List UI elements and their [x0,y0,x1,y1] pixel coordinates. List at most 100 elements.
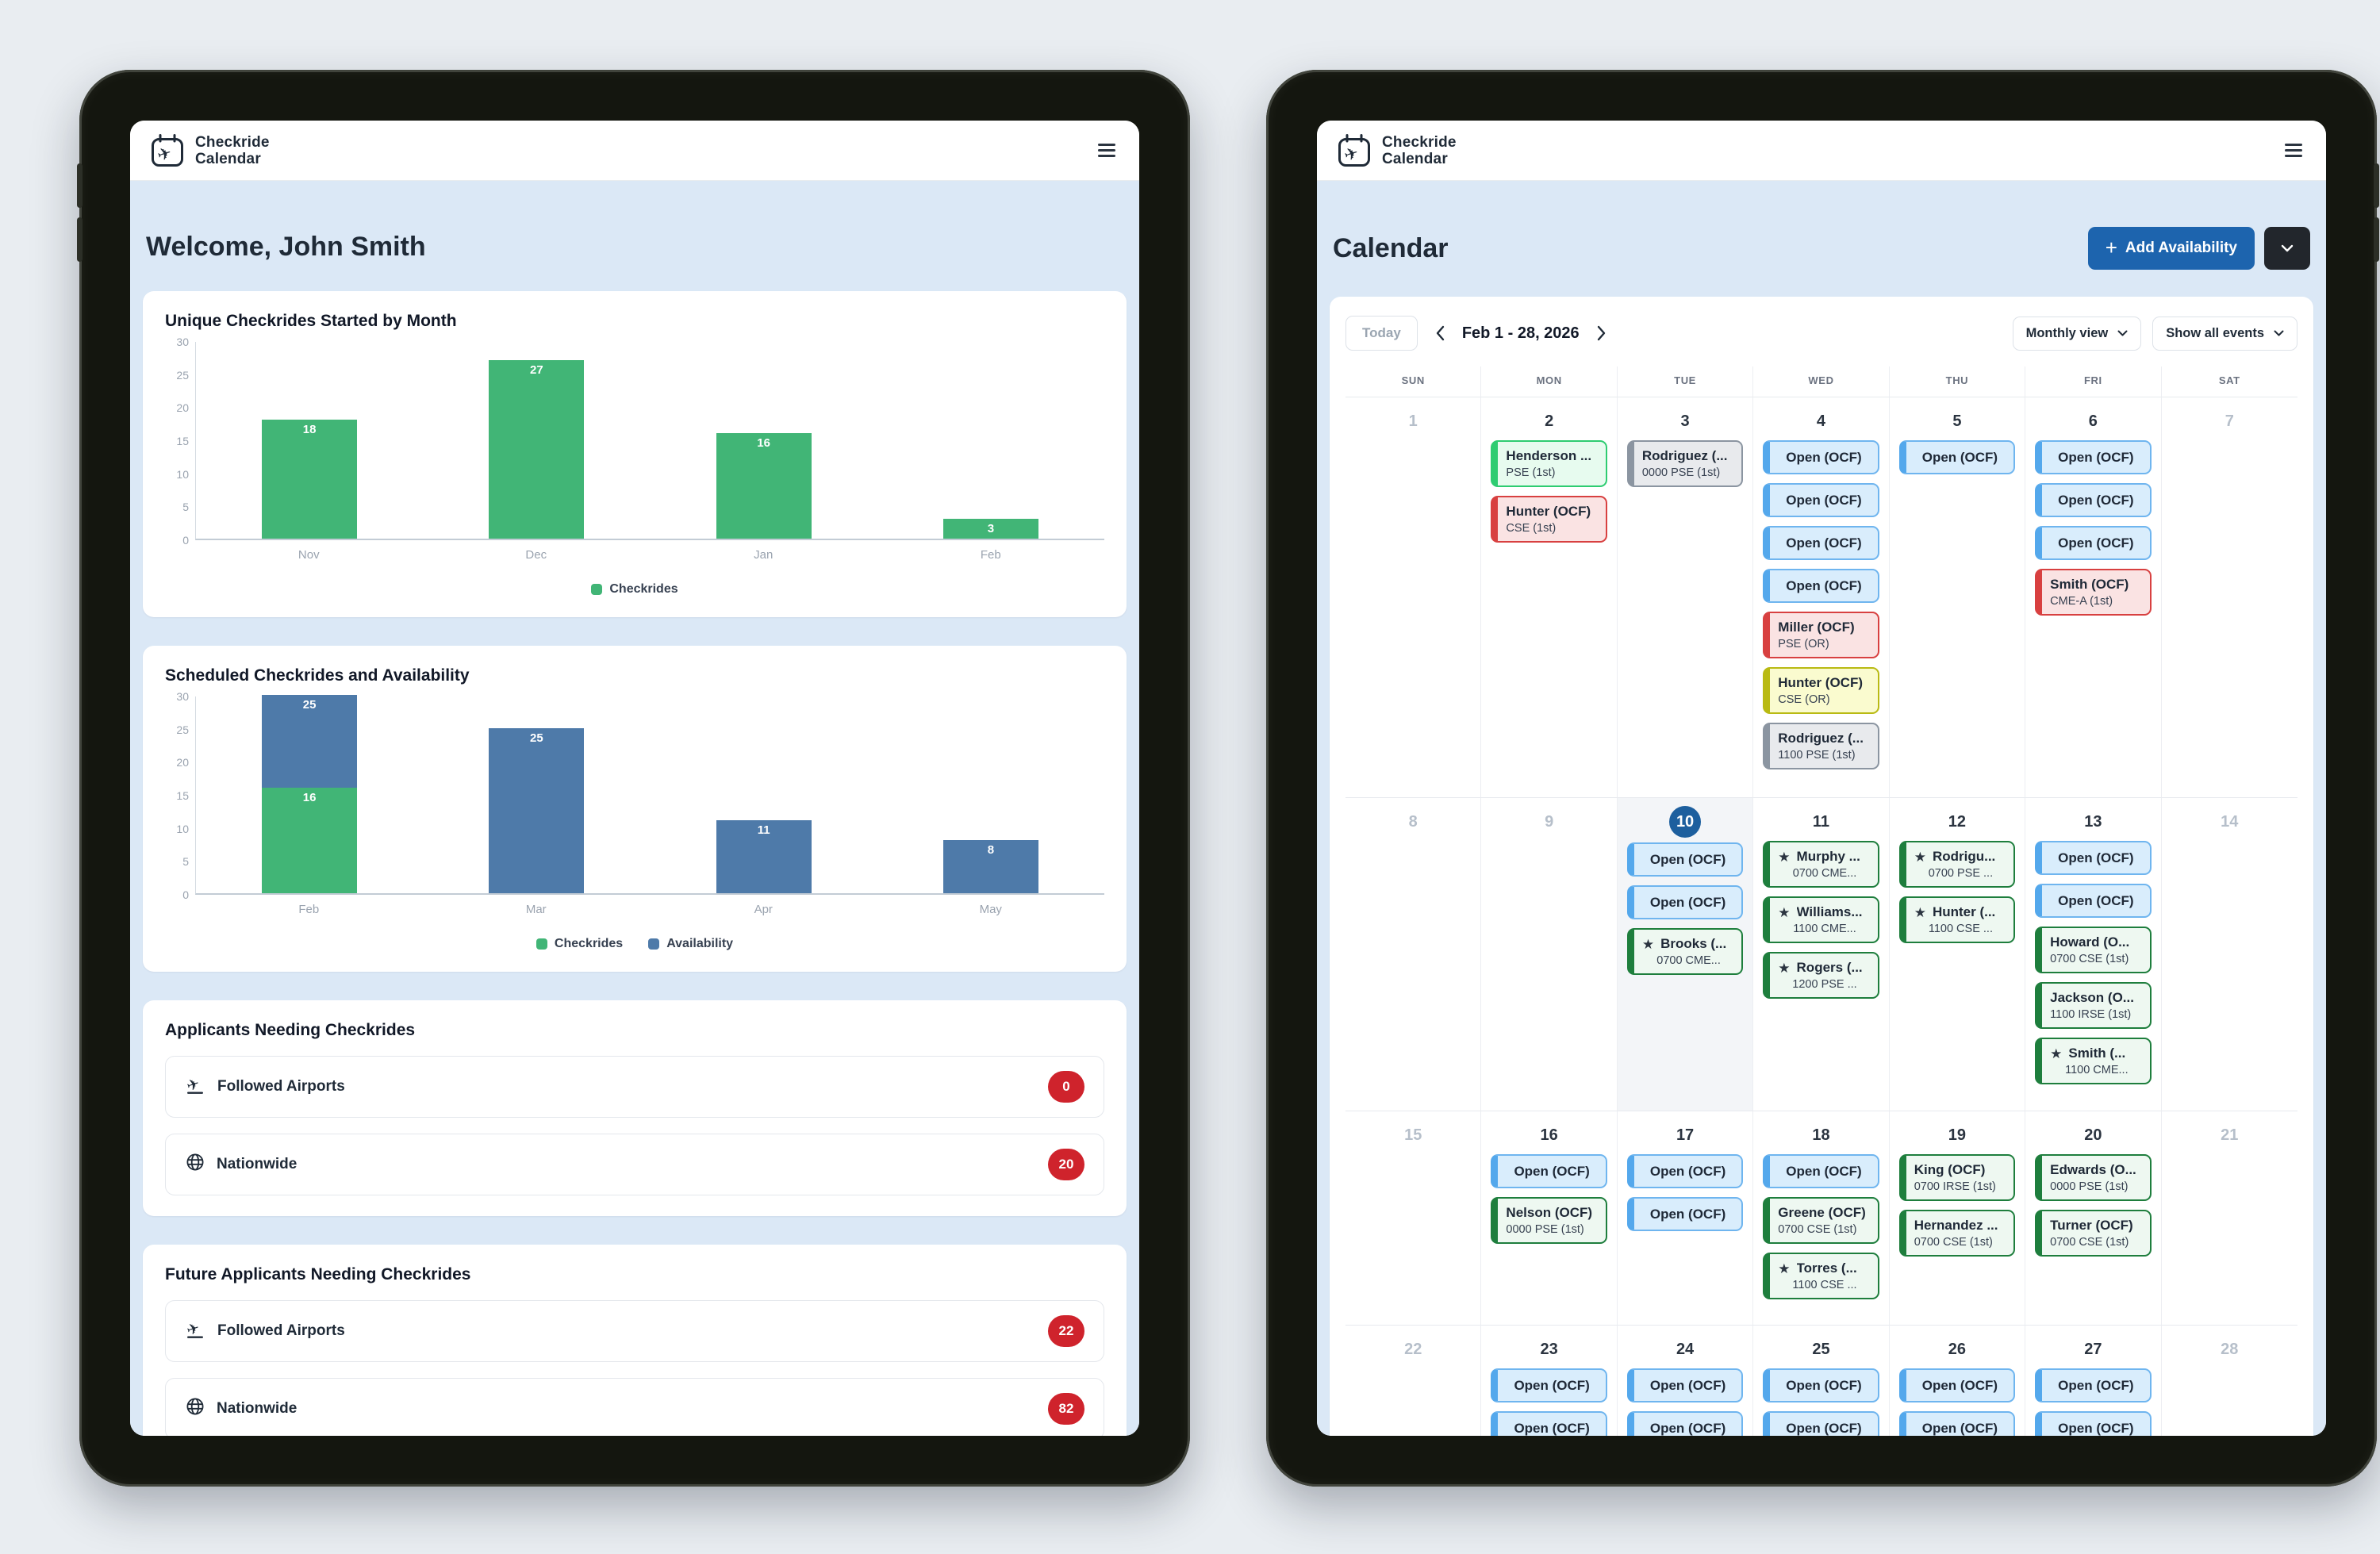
event-chip[interactable]: Open (OCF) [2035,526,2152,560]
event-chip[interactable]: Nelson (OCF) 0000 PSE (1st) [1491,1197,1607,1244]
event-chip[interactable]: ★ Torres (... 1100 CSE ... [1763,1253,1879,1299]
event-chip[interactable]: Hunter (OCF) CSE (OR) [1763,667,1879,714]
day-cell-13[interactable]: 13 Open (OCF) Open (OCF) Howard (O... 0700 C… [2025,798,2162,1111]
event-chip[interactable]: Jackson (O... 1100 IRSE (1st) [2035,982,2152,1029]
event-chip[interactable]: ★ Rogers (... 1200 PSE ... [1763,952,1879,999]
day-cell-14[interactable]: 14 [2161,798,2297,1111]
event-chip[interactable]: Rodriguez (... 1100 PSE (1st) [1763,723,1879,769]
day-cell-28[interactable]: 28 [2162,1326,2297,1436]
event-chip[interactable]: Open (OCF) [1898,1368,2016,1402]
app-name: Checkride Calendar [195,133,270,167]
event-chip[interactable]: ★ Murphy ... 0700 CME... [1763,841,1879,888]
day-cell-21[interactable]: 21 [2161,1111,2297,1326]
event-chip[interactable]: Hunter (OCF) CSE (1st) [1491,496,1607,543]
event-chip[interactable]: Open (OCF) [1626,842,1744,877]
more-actions-button[interactable] [2264,227,2310,270]
event-filter-select[interactable]: Show all events [2152,316,2297,351]
event-chip[interactable]: Open (OCF) [2035,1368,2152,1402]
day-cell-7[interactable]: 7 [2161,397,2297,798]
day-cell-16[interactable]: 16 Open (OCF) Nelson (OCF) 0000 PSE (1st) [1481,1111,1618,1326]
event-chip[interactable]: Open (OCF) [1763,569,1879,603]
event-chip[interactable]: Open (OCF) [1626,885,1744,919]
event-chip[interactable]: ★ Hunter (... 1100 CSE ... [1898,896,2016,943]
event-chip[interactable]: Greene (OCF) 0700 CSE (1st) [1763,1197,1879,1244]
chart-legend: Checkrides [165,582,1104,597]
previous-month-button[interactable] [1430,320,1449,346]
list-item-nationwide[interactable]: Nationwide 82 [165,1378,1104,1436]
day-cell-17[interactable]: 17 Open (OCF) Open (OCF) [1617,1111,1754,1326]
legend-item[interactable]: Checkrides [591,582,678,597]
day-cell-1[interactable]: 1 [1345,397,1482,798]
legend-item[interactable]: Checkrides [536,937,623,951]
event-chip[interactable]: Open (OCF) [1491,1154,1607,1188]
event-chip[interactable]: Open (OCF) [2035,884,2152,918]
day-cell-8[interactable]: 8 [1345,798,1482,1111]
event-title: Murphy ... [1796,849,1860,864]
list-item-followed-airports[interactable]: ✈ Followed Airports 0 [165,1056,1104,1118]
day-cell-3[interactable]: 3 Rodriguez (... 0000 PSE (1st) [1617,397,1754,798]
list-item-followed-airports[interactable]: ✈ Followed Airports 22 [165,1300,1104,1362]
day-cell-25[interactable]: 25 Open (OCF) Open (OCF) [1753,1326,1890,1436]
day-cell-11[interactable]: 11 ★ Murphy ... 0700 CME... ★ Williams... 1100… [1753,798,1890,1111]
event-chip[interactable]: Hernandez ... 0700 CSE (1st) [1898,1210,2016,1257]
event-subtitle: 1100 CME... [1793,923,1856,935]
day-cell-6[interactable]: 6 Open (OCF) Open (OCF) Open (OCF) Smith (OC… [2025,397,2162,798]
event-chip[interactable]: Open (OCF) [1898,1411,2016,1436]
day-cell-19[interactable]: 19 King (OCF) 0700 IRSE (1st) Hernandez ...… [1889,1111,2026,1326]
day-cell-23[interactable]: 23 Open (OCF) Open (OCF) [1481,1326,1618,1436]
menu-button[interactable] [1093,139,1120,162]
list-item-nationwide[interactable]: Nationwide 20 [165,1134,1104,1195]
event-chip[interactable]: ★ Brooks (... 0700 CME... [1626,928,1744,975]
event-chip[interactable]: Open (OCF) [1898,440,2016,474]
add-availability-button[interactable]: + Add Availability [2087,227,2255,270]
day-cell-18[interactable]: 18 Open (OCF) Greene (OCF) 0700 CSE (1st) ★ T… [1753,1111,1890,1326]
event-chip[interactable]: Open (OCF) [2035,1411,2152,1436]
event-chip[interactable]: Open (OCF) [1763,1154,1879,1188]
event-chip[interactable]: Open (OCF) [1763,440,1879,474]
event-chip[interactable]: Howard (O... 0700 CSE (1st) [2035,927,2152,973]
legend-item[interactable]: Availability [648,937,733,951]
day-cell-15[interactable]: 15 [1345,1111,1482,1326]
event-chip[interactable]: Edwards (O... 0000 PSE (1st) [2035,1154,2152,1201]
event-chip[interactable]: ★ Smith (... 1100 CME... [2035,1038,2152,1084]
event-chip[interactable]: Open (OCF) [1491,1368,1607,1402]
day-cell-2[interactable]: 2 Henderson ... PSE (1st) Hunter (OCF) CSE (… [1481,397,1618,798]
event-chip[interactable]: ★ Williams... 1100 CME... [1763,896,1879,943]
event-chip[interactable]: Open (OCF) [1491,1411,1607,1436]
menu-button[interactable] [2280,139,2307,162]
section-title: Applicants Needing Checkrides [165,1021,416,1039]
day-cell-5[interactable]: 5 Open (OCF) [1889,397,2026,798]
event-chip[interactable]: Open (OCF) [1626,1154,1744,1188]
day-cell-12[interactable]: 12 ★ Rodrigu... 0700 PSE ... ★ Hunter (... 110… [1889,798,2026,1111]
event-chip[interactable]: Open (OCF) [1763,526,1879,560]
day-cell-9[interactable]: 9 [1481,798,1618,1111]
event-chip[interactable]: Miller (OCF) PSE (OR) [1763,612,1879,658]
today-button[interactable]: Today [1345,316,1418,351]
weekday-header-row: SUN MON TUE WED THU FRI SAT [1345,366,2297,397]
event-chip[interactable]: Rodriguez (... 0000 PSE (1st) [1626,440,1744,487]
event-chip[interactable]: Open (OCF) [2035,841,2152,875]
day-number: 10 [1669,806,1702,838]
view-select[interactable]: Monthly view [2012,316,2142,351]
day-cell-26[interactable]: 26 Open (OCF) Open (OCF) [1890,1326,2026,1436]
event-chip[interactable]: King (OCF) 0700 IRSE (1st) [1898,1154,2016,1201]
event-chip[interactable]: Open (OCF) [1763,483,1879,517]
day-cell-27[interactable]: 27 Open (OCF) Open (OCF) [2025,1326,2162,1436]
event-chip[interactable]: ★ Rodrigu... 0700 PSE ... [1898,841,2016,888]
day-cell-20[interactable]: 20 Edwards (O... 0000 PSE (1st) Turner (OCF… [2025,1111,2162,1326]
event-chip[interactable]: Open (OCF) [2035,483,2152,517]
event-chip[interactable]: Smith (OCF) CME-A (1st) [2035,569,2152,616]
next-month-button[interactable] [1592,320,1611,346]
day-cell-24[interactable]: 24 Open (OCF) Open (OCF) [1618,1326,1754,1436]
event-chip[interactable]: Henderson ... PSE (1st) [1491,440,1607,487]
event-chip[interactable]: Open (OCF) [1626,1197,1744,1231]
day-cell-22[interactable]: 22 [1345,1326,1482,1436]
event-chip[interactable]: Open (OCF) [1763,1368,1879,1402]
event-chip[interactable]: Open (OCF) [1626,1368,1744,1402]
event-chip[interactable]: Open (OCF) [2035,440,2152,474]
event-chip[interactable]: Turner (OCF) 0700 CSE (1st) [2035,1210,2152,1257]
day-cell-10[interactable]: 10 Open (OCF) Open (OCF) ★ Brooks (... 0700 C… [1617,798,1754,1111]
event-chip[interactable]: Open (OCF) [1763,1411,1879,1436]
day-cell-4[interactable]: 4 Open (OCF) Open (OCF) Open (OCF) Open (OCF… [1753,397,1890,798]
event-chip[interactable]: Open (OCF) [1626,1411,1744,1436]
